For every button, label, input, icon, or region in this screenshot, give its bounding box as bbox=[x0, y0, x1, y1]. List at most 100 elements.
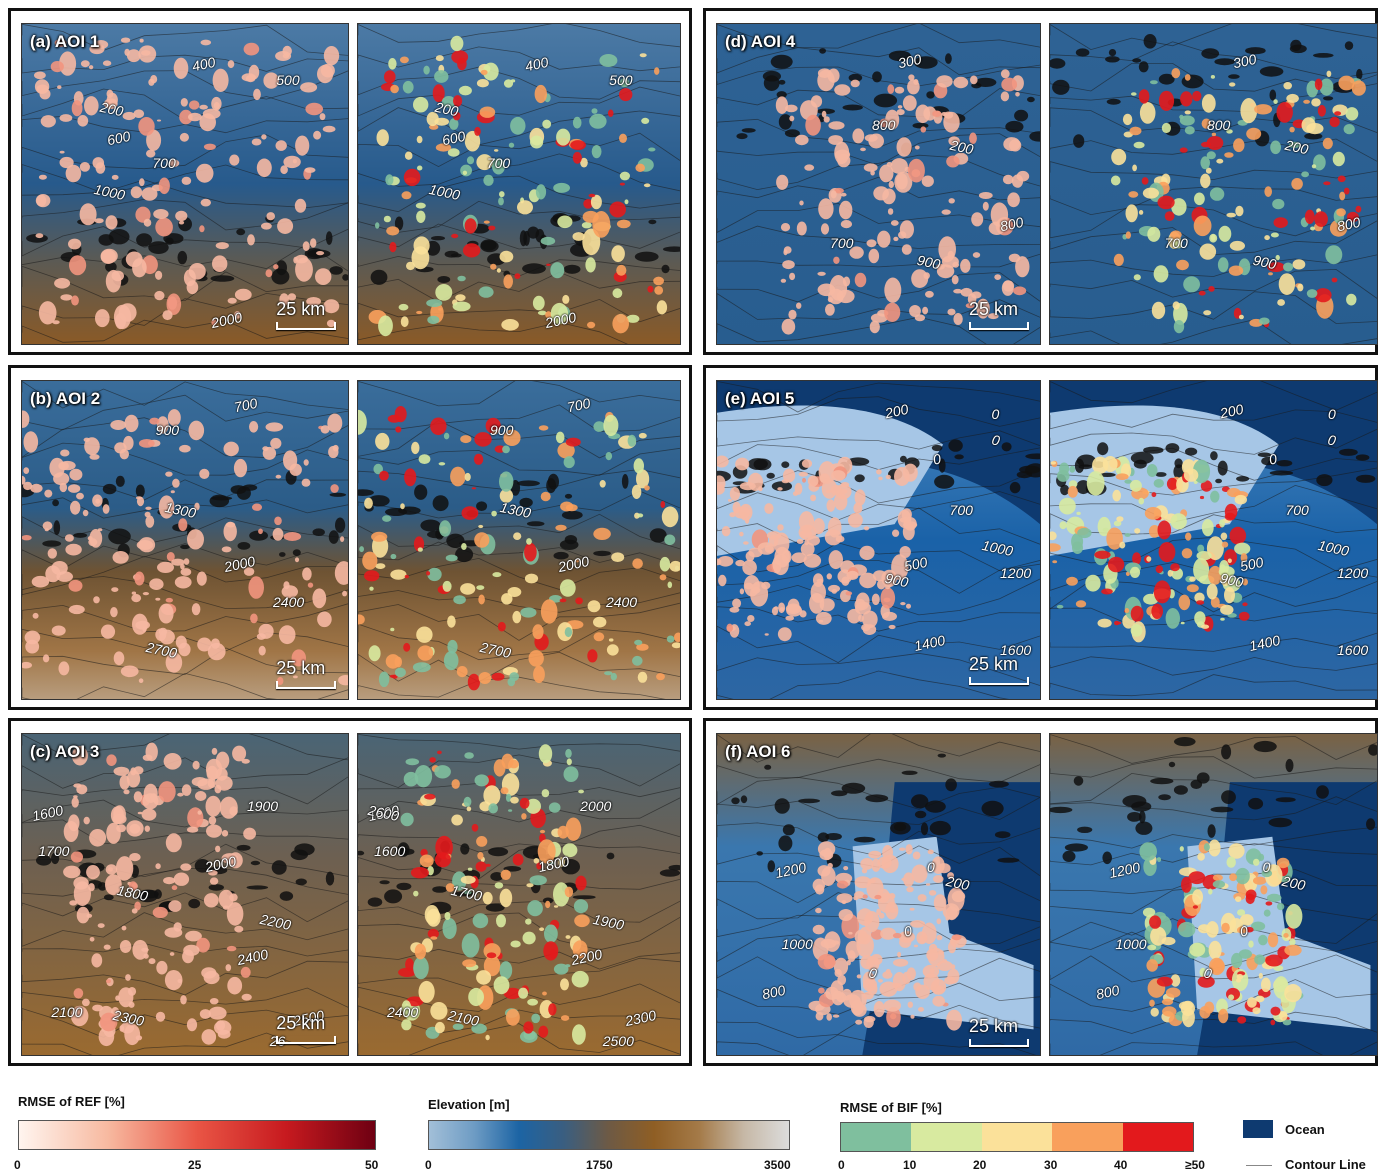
rock-outcrop bbox=[648, 219, 657, 225]
rmse-patch bbox=[565, 748, 572, 758]
rmse-patch bbox=[241, 993, 252, 1001]
rmse-patch bbox=[807, 475, 819, 487]
rmse-patch bbox=[105, 864, 118, 875]
rmse-patch bbox=[842, 276, 851, 287]
map-canvas bbox=[22, 381, 348, 699]
rmse-patch bbox=[906, 603, 911, 609]
rmse-patch bbox=[947, 308, 956, 316]
rmse-patch bbox=[619, 182, 625, 186]
rmse-patch bbox=[735, 457, 750, 471]
rock-outcrop bbox=[929, 820, 951, 836]
rmse-patch bbox=[199, 468, 210, 479]
rock-outcrop bbox=[606, 852, 615, 860]
contour-label: 2400 bbox=[273, 594, 305, 611]
rmse-patch bbox=[280, 165, 288, 175]
rock-outcrop bbox=[1210, 806, 1234, 813]
rmse-patch bbox=[427, 567, 442, 582]
contour-line bbox=[1050, 931, 1377, 970]
rmse-patch bbox=[610, 672, 617, 681]
rmse-patch bbox=[764, 503, 774, 514]
rmse-patch bbox=[70, 1005, 89, 1027]
rock-outcrop bbox=[135, 484, 145, 498]
rmse-patch bbox=[180, 995, 187, 1005]
rmse-patch bbox=[392, 674, 398, 679]
rmse-patch bbox=[893, 958, 909, 967]
rmse-patch bbox=[978, 192, 993, 199]
contour-line bbox=[22, 892, 348, 923]
rmse-patch bbox=[1077, 527, 1092, 539]
rmse-patch bbox=[1229, 526, 1247, 545]
rmse-patch bbox=[467, 867, 473, 871]
rmse-patch bbox=[1178, 594, 1191, 611]
rmse-patch bbox=[390, 627, 395, 632]
rmse-patch bbox=[118, 303, 137, 322]
rmse-patch bbox=[1111, 148, 1127, 166]
rmse-patch bbox=[432, 84, 445, 103]
rmse-patch bbox=[894, 86, 905, 94]
rmse-patch bbox=[167, 409, 181, 427]
scale-bar: 25 km bbox=[276, 299, 337, 331]
rmse-patch bbox=[426, 571, 431, 576]
rock-outcrop bbox=[437, 276, 451, 283]
contour-line bbox=[358, 1005, 680, 1034]
rmse-patch bbox=[111, 587, 119, 592]
rmse-patch bbox=[278, 625, 296, 645]
rmse-patch bbox=[22, 410, 30, 428]
rmse-patch bbox=[903, 463, 918, 482]
rmse-patch bbox=[69, 255, 87, 276]
rock-outcrop bbox=[397, 842, 410, 857]
contour-line bbox=[358, 900, 680, 923]
contour-line bbox=[22, 381, 348, 410]
rock-outcrop bbox=[911, 794, 929, 809]
contour-line bbox=[1050, 484, 1377, 523]
rmse-patch bbox=[592, 211, 611, 238]
rmse-patch bbox=[494, 149, 499, 152]
rmse-patch bbox=[813, 518, 825, 535]
contour-line bbox=[22, 516, 348, 545]
map-aoi3-ref: 1600 1700 1800 2000 1900 2200 2400 2100 2300 2500… bbox=[21, 733, 349, 1056]
rmse-patch bbox=[609, 201, 626, 218]
rmse-patch bbox=[384, 70, 396, 84]
rmse-patch bbox=[195, 791, 207, 801]
rmse-patch bbox=[781, 318, 796, 335]
rmse-patch bbox=[732, 598, 742, 609]
rmse-patch bbox=[22, 661, 32, 669]
rmse-patch bbox=[159, 629, 175, 645]
rmse-patch bbox=[429, 757, 436, 763]
rmse-patch bbox=[426, 908, 441, 927]
rmse-patch bbox=[1258, 972, 1263, 979]
rmse-patch bbox=[165, 471, 173, 477]
rmse-patch bbox=[64, 534, 74, 542]
rmse-patch bbox=[253, 88, 261, 101]
rmse-patch bbox=[126, 770, 141, 788]
rock-outcrop bbox=[485, 903, 505, 912]
rmse-patch bbox=[785, 615, 794, 621]
rmse-patch bbox=[1248, 940, 1254, 948]
rmse-patch bbox=[1205, 167, 1212, 174]
legend-ref-tick-0: 0 bbox=[14, 1158, 21, 1172]
rmse-patch bbox=[71, 746, 88, 766]
rmse-patch bbox=[988, 313, 999, 320]
rmse-patch bbox=[175, 210, 188, 222]
rock-outcrop bbox=[661, 264, 670, 274]
rmse-patch bbox=[593, 632, 605, 642]
rmse-patch bbox=[1246, 127, 1262, 140]
rmse-patch bbox=[832, 1014, 840, 1018]
rmse-patch bbox=[243, 827, 256, 840]
rmse-patch bbox=[418, 454, 431, 464]
panel-group-d: 300 800 200 800 700 900 (d) AOI 4 25 km 300 800 2… bbox=[703, 8, 1378, 355]
rock-outcrop bbox=[649, 528, 667, 543]
rmse-patch bbox=[120, 665, 139, 678]
rock-outcrop bbox=[1158, 73, 1175, 85]
rmse-patch bbox=[125, 974, 131, 981]
rmse-patch bbox=[643, 183, 651, 188]
rmse-patch bbox=[828, 550, 843, 570]
rmse-patch bbox=[136, 540, 154, 550]
rmse-patch bbox=[572, 1024, 586, 1045]
rmse-patch bbox=[1206, 921, 1219, 938]
rmse-patch bbox=[888, 180, 894, 189]
rmse-patch bbox=[635, 163, 645, 172]
rmse-patch bbox=[247, 234, 255, 246]
rmse-patch bbox=[941, 209, 951, 215]
rmse-patch bbox=[1210, 490, 1220, 503]
